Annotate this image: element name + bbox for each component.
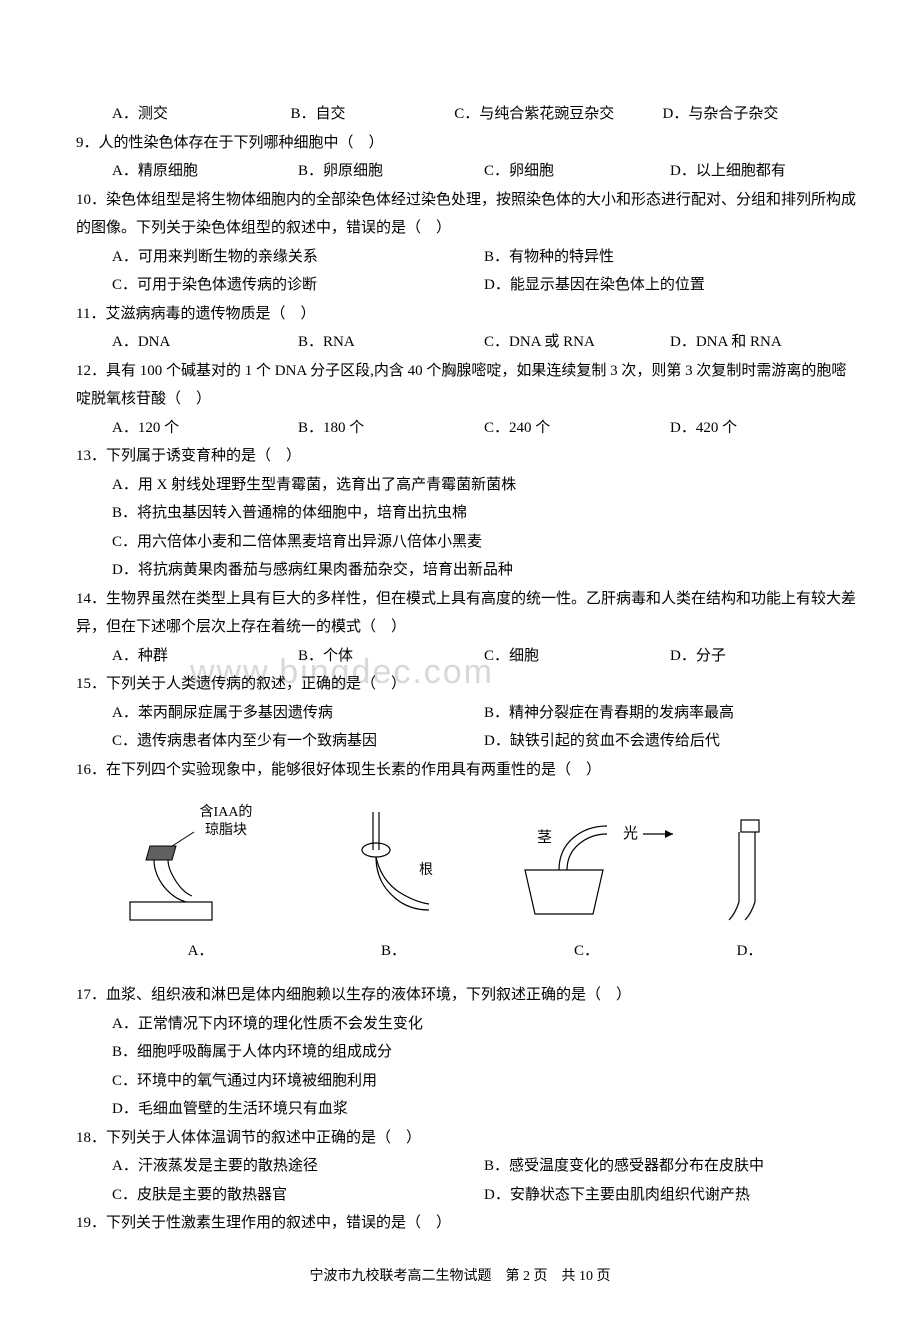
q14-opt-d: D．分子 <box>670 642 856 671</box>
q18: 18．下列关于人体体温调节的叙述中正确的是（ ） <box>64 1124 856 1153</box>
q16-fig-labels: A． B． C． D． <box>64 937 856 972</box>
q18-text: 18．下列关于人体体温调节的叙述中正确的是（ ） <box>64 1124 856 1153</box>
q9: 9．人的性染色体存在于下列哪种细胞中（ ） <box>64 129 856 158</box>
q8-opt-b: B．自交 <box>291 100 455 129</box>
q12-text: 12．具有 100 个碱基对的 1 个 DNA 分子区段,内含 40 个胸腺嘧啶… <box>64 357 856 414</box>
q8-opt-d: D．与杂合子杂交 <box>663 100 856 129</box>
q11-opt-d: D．DNA 和 RNA <box>670 328 856 357</box>
q14-opt-b: B．个体 <box>298 642 484 671</box>
q17: 17．血浆、组织液和淋巴是体内细胞赖以生存的液体环境，下列叙述正确的是（ ） <box>64 981 856 1010</box>
figD-label-light: 光 <box>623 825 638 842</box>
q10-opt-d: D．能显示基因在染色体上的位置 <box>484 271 856 300</box>
q15-options: A．苯丙酮尿症属于多基因遗传病 B．精神分裂症在青春期的发病率最高 C．遗传病患… <box>64 699 856 756</box>
q10-opt-b: B．有物种的特异性 <box>484 243 856 272</box>
q13-text: 13．下列属于诱变育种的是（ ） <box>64 442 856 471</box>
q15-text: 15．下列关于人类遗传病的叙述，正确的是（ ） <box>64 670 856 699</box>
q16-fig-d <box>700 802 800 933</box>
q17-opt-c: C．环境中的氧气通过内环境被细胞利用 <box>64 1067 856 1096</box>
q9-opt-d: D．以上细胞都有 <box>670 157 856 186</box>
q15-opt-a: A．苯丙酮尿症属于多基因遗传病 <box>112 699 484 728</box>
q18-opt-c: C．皮肤是主要的散热器官 <box>112 1181 484 1210</box>
q16-lbl-c: C． <box>507 937 667 966</box>
figA-label2: 琼脂块 <box>205 822 247 838</box>
q10-opt-a: A．可用来判断生物的亲缘关系 <box>112 243 484 272</box>
q19: 19．下列关于性激素生理作用的叙述中，错误的是（ ） <box>64 1209 856 1238</box>
q18-opt-b: B．感受温度变化的感受器都分布在皮肤中 <box>484 1152 856 1181</box>
q14-opt-a: A．种群 <box>112 642 298 671</box>
q16-lbl-b: B． <box>314 937 474 966</box>
q12-options: A．120 个 B．180 个 C．240 个 D．420 个 <box>64 414 856 443</box>
figB-label: 根 <box>419 862 433 878</box>
q15-opt-c: C．遗传病患者体内至少有一个致病基因 <box>112 727 484 756</box>
q17-text: 17．血浆、组织液和淋巴是体内细胞赖以生存的液体环境，下列叙述正确的是（ ） <box>64 981 856 1010</box>
q16-fig-b: 根 <box>314 802 474 933</box>
q11: 11．艾滋病病毒的遗传物质是（ ） <box>64 300 856 329</box>
q17-opt-b: B．细胞呼吸酶属于人体内环境的组成成分 <box>64 1038 856 1067</box>
q13-opt-a: A．用 X 射线处理野生型青霉菌，选育出了高产青霉菌新菌株 <box>64 471 856 500</box>
q8-opt-c: C．与纯合紫花豌豆杂交 <box>454 100 662 129</box>
q16-figures: 含IAA的 琼脂块 根 茎 <box>64 784 856 937</box>
q13-opt-c: C．用六倍体小麦和二倍体黑麦培育出异源八倍体小黑麦 <box>64 528 856 557</box>
q15-opt-d: D．缺铁引起的贫血不会遗传给后代 <box>484 727 856 756</box>
q16-fig-c: 茎 光 <box>507 802 667 933</box>
q17-opt-a: A．正常情况下内环境的理化性质不会发生变化 <box>64 1010 856 1039</box>
q14-text: 14．生物界虽然在类型上具有巨大的多样性，但在模式上具有高度的统一性。乙肝病毒和… <box>64 585 856 642</box>
q9-opt-a: A．精原细胞 <box>112 157 298 186</box>
q9-options: A．精原细胞 B．卵原细胞 C．卵细胞 D．以上细胞都有 <box>64 157 856 186</box>
q9-text: 9．人的性染色体存在于下列哪种细胞中（ ） <box>64 129 856 158</box>
q15: 15．下列关于人类遗传病的叙述，正确的是（ ） <box>64 670 856 699</box>
q13: 13．下列属于诱变育种的是（ ） <box>64 442 856 471</box>
q19-text: 19．下列关于性激素生理作用的叙述中，错误的是（ ） <box>64 1209 856 1238</box>
q11-opt-a: A．DNA <box>112 328 298 357</box>
q14-opt-c: C．细胞 <box>484 642 670 671</box>
q17-opt-d: D．毛细血管壁的生活环境只有血浆 <box>64 1095 856 1124</box>
q11-opt-b: B．RNA <box>298 328 484 357</box>
q13-opt-d: D．将抗病黄果肉番茄与感病红果肉番茄杂交，培育出新品种 <box>64 556 856 585</box>
q14-options: A．种群 B．个体 C．细胞 D．分子 <box>64 642 856 671</box>
q10-text: 10．染色体组型是将生物体细胞内的全部染色体经过染色处理，按照染色体的大小和形态… <box>64 186 856 243</box>
q18-opt-d: D．安静状态下主要由肌肉组织代谢产热 <box>484 1181 856 1210</box>
q10: 10．染色体组型是将生物体细胞内的全部染色体经过染色处理，按照染色体的大小和形态… <box>64 186 856 243</box>
q8-opt-a: A．测交 <box>112 100 291 129</box>
q9-opt-b: B．卵原细胞 <box>298 157 484 186</box>
q12-opt-c: C．240 个 <box>484 414 670 443</box>
q10-opt-c: C．可用于染色体遗传病的诊断 <box>112 271 484 300</box>
q9-opt-c: C．卵细胞 <box>484 157 670 186</box>
figC-label-stem: 茎 <box>537 829 552 846</box>
q18-options: A．汗液蒸发是主要的散热途径 B．感受温度变化的感受器都分布在皮肤中 C．皮肤是… <box>64 1152 856 1209</box>
q12-opt-a: A．120 个 <box>112 414 298 443</box>
q16-fig-a: 含IAA的 琼脂块 <box>121 802 281 933</box>
q16-lbl-a: A． <box>121 937 281 966</box>
q11-text: 11．艾滋病病毒的遗传物质是（ ） <box>64 300 856 329</box>
q13-opt-b: B．将抗虫基因转入普通棉的体细胞中，培育出抗虫棉 <box>64 499 856 528</box>
q16: 16．在下列四个实验现象中，能够很好体现生长素的作用具有两重性的是（ ） <box>64 756 856 785</box>
q12-opt-b: B．180 个 <box>298 414 484 443</box>
q12-opt-d: D．420 个 <box>670 414 856 443</box>
q16-lbl-d: D． <box>700 937 800 966</box>
figA-label1: 含IAA的 <box>199 804 252 820</box>
q11-opt-c: C．DNA 或 RNA <box>484 328 670 357</box>
q8-options: A．测交 B．自交 C．与纯合紫花豌豆杂交 D．与杂合子杂交 <box>64 100 856 129</box>
q10-options: A．可用来判断生物的亲缘关系 B．有物种的特异性 C．可用于染色体遗传病的诊断 … <box>64 243 856 300</box>
q15-opt-b: B．精神分裂症在青春期的发病率最高 <box>484 699 856 728</box>
q18-opt-a: A．汗液蒸发是主要的散热途径 <box>112 1152 484 1181</box>
page-footer: 宁波市九校联考高二生物试题 第 2 页 共 10 页 <box>64 1264 856 1291</box>
q16-text: 16．在下列四个实验现象中，能够很好体现生长素的作用具有两重性的是（ ） <box>64 756 856 785</box>
q14: 14．生物界虽然在类型上具有巨大的多样性，但在模式上具有高度的统一性。乙肝病毒和… <box>64 585 856 642</box>
q11-options: A．DNA B．RNA C．DNA 或 RNA D．DNA 和 RNA <box>64 328 856 357</box>
q12: 12．具有 100 个碱基对的 1 个 DNA 分子区段,内含 40 个胸腺嘧啶… <box>64 357 856 414</box>
